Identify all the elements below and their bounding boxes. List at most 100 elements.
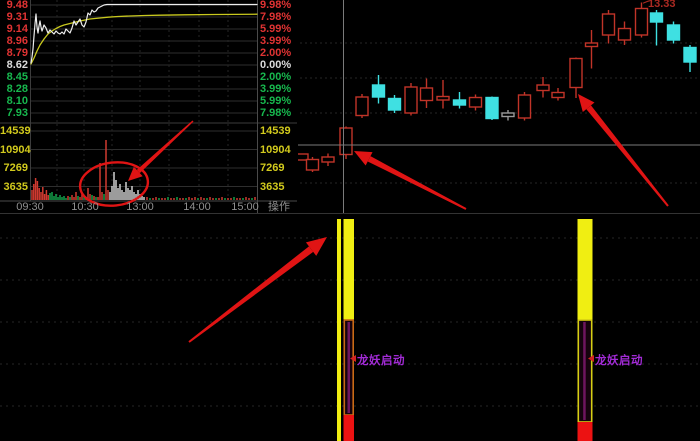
price-axis-label: 8.28 xyxy=(6,83,28,95)
annotation-arrow-candle-0-head xyxy=(354,151,373,166)
candle xyxy=(551,88,565,101)
volume-bar xyxy=(113,172,115,200)
candle xyxy=(452,92,467,109)
volume-bar xyxy=(167,197,169,200)
candle xyxy=(321,153,335,166)
volume-bar xyxy=(47,195,49,200)
volume-bar xyxy=(179,198,181,200)
volume-bar xyxy=(79,197,81,200)
percent-axis-label: 5.99% xyxy=(260,23,292,35)
candle-body xyxy=(404,86,418,114)
volume-bar xyxy=(176,197,178,200)
price-axis-label: 8.10 xyxy=(6,95,28,107)
price-line xyxy=(30,3,258,64)
volume-bar xyxy=(188,197,190,200)
candle-body xyxy=(355,96,369,117)
volume-bar xyxy=(107,190,109,200)
volume-bar xyxy=(93,196,95,200)
candles-group xyxy=(298,2,697,172)
candle-body xyxy=(436,95,450,101)
percent-axis-label: 2.00% xyxy=(260,47,292,59)
percent-axis-label: 9.98% xyxy=(260,0,292,11)
action-button[interactable]: 操作 xyxy=(268,201,290,213)
candle xyxy=(355,94,369,118)
candle-body xyxy=(452,99,467,106)
volume-bar xyxy=(233,197,235,200)
time-axis-label: 15:00 xyxy=(231,201,259,213)
volume-bar xyxy=(129,190,131,200)
volume-bar xyxy=(49,193,51,200)
volume-bar xyxy=(81,194,83,200)
volume-bar xyxy=(121,190,123,200)
signal-label: 龙妖启动 xyxy=(595,355,643,367)
candle-body xyxy=(584,42,599,48)
volume-axis-label-right: 10904 xyxy=(260,143,291,156)
indicator-panel[interactable] xyxy=(0,214,700,441)
volume-bar xyxy=(83,196,85,200)
volume-bar xyxy=(248,198,250,200)
volume-bar xyxy=(77,196,79,200)
volume-bar xyxy=(155,197,157,200)
volume-bar xyxy=(125,182,127,200)
indicator-bar-purple-core xyxy=(347,322,350,413)
annotation-arrow-indicator-shaft xyxy=(188,246,314,343)
volume-bar xyxy=(119,184,121,200)
volume-bar xyxy=(152,198,154,200)
candle-body xyxy=(298,153,309,161)
volume-bar xyxy=(194,197,196,200)
volume-bar xyxy=(242,198,244,200)
candle xyxy=(501,110,515,121)
indicator-bar-yellow xyxy=(577,219,593,320)
indicator-bar-red xyxy=(343,415,354,441)
volume-bar xyxy=(209,197,211,200)
volume-bar xyxy=(141,196,143,200)
volume-bar xyxy=(115,180,117,200)
candle-body xyxy=(601,13,616,36)
volume-bar xyxy=(95,197,97,200)
volume-bar xyxy=(131,186,133,200)
percent-axis-label: 7.98% xyxy=(260,11,292,23)
indicator-bar-yellow xyxy=(343,219,354,320)
volume-bar xyxy=(65,198,67,200)
volume-bar xyxy=(170,198,172,200)
volume-bar xyxy=(230,198,232,200)
price-axis-label: 7.93 xyxy=(6,107,28,119)
candlestick-panel[interactable] xyxy=(298,0,700,213)
volume-bar xyxy=(221,197,223,200)
volume-bar xyxy=(73,197,75,200)
candle-body xyxy=(387,97,402,111)
volume-bar xyxy=(135,194,137,200)
price-axis-label: 9.31 xyxy=(6,11,28,23)
volume-bar xyxy=(34,178,37,200)
volume-bar xyxy=(143,197,145,200)
annotation-circle xyxy=(78,161,150,207)
annotation-arrow-intraday-head xyxy=(128,166,143,181)
volume-bar xyxy=(215,198,217,200)
volume-bar xyxy=(206,198,208,200)
percent-axis-label: 3.99% xyxy=(260,83,292,95)
volume-bar xyxy=(185,198,187,200)
candle xyxy=(601,10,616,44)
candle-body xyxy=(683,46,697,63)
indicator-bar-purple-core xyxy=(583,322,586,420)
volume-bar xyxy=(71,195,73,200)
volume-bar xyxy=(164,198,166,200)
volume-bar xyxy=(127,188,129,200)
volume-bar xyxy=(146,197,148,200)
volume-bar xyxy=(103,194,105,200)
intraday-panel[interactable] xyxy=(0,0,297,213)
signal-label: 龙妖启动 xyxy=(357,355,405,367)
volume-bar xyxy=(99,163,101,200)
time-axis-label: 13:00 xyxy=(126,201,154,213)
price-axis-label: 9.48 xyxy=(6,0,28,11)
candle-body xyxy=(321,156,335,163)
candle-body xyxy=(536,84,550,92)
candle xyxy=(485,96,499,120)
volume-bar xyxy=(111,186,113,200)
candle xyxy=(634,2,649,38)
volume-bar xyxy=(105,140,107,200)
signal-marker-icon xyxy=(588,355,594,362)
volume-axis-label-left: 3635 xyxy=(3,180,28,193)
percent-axis-label: 5.99% xyxy=(260,95,292,107)
